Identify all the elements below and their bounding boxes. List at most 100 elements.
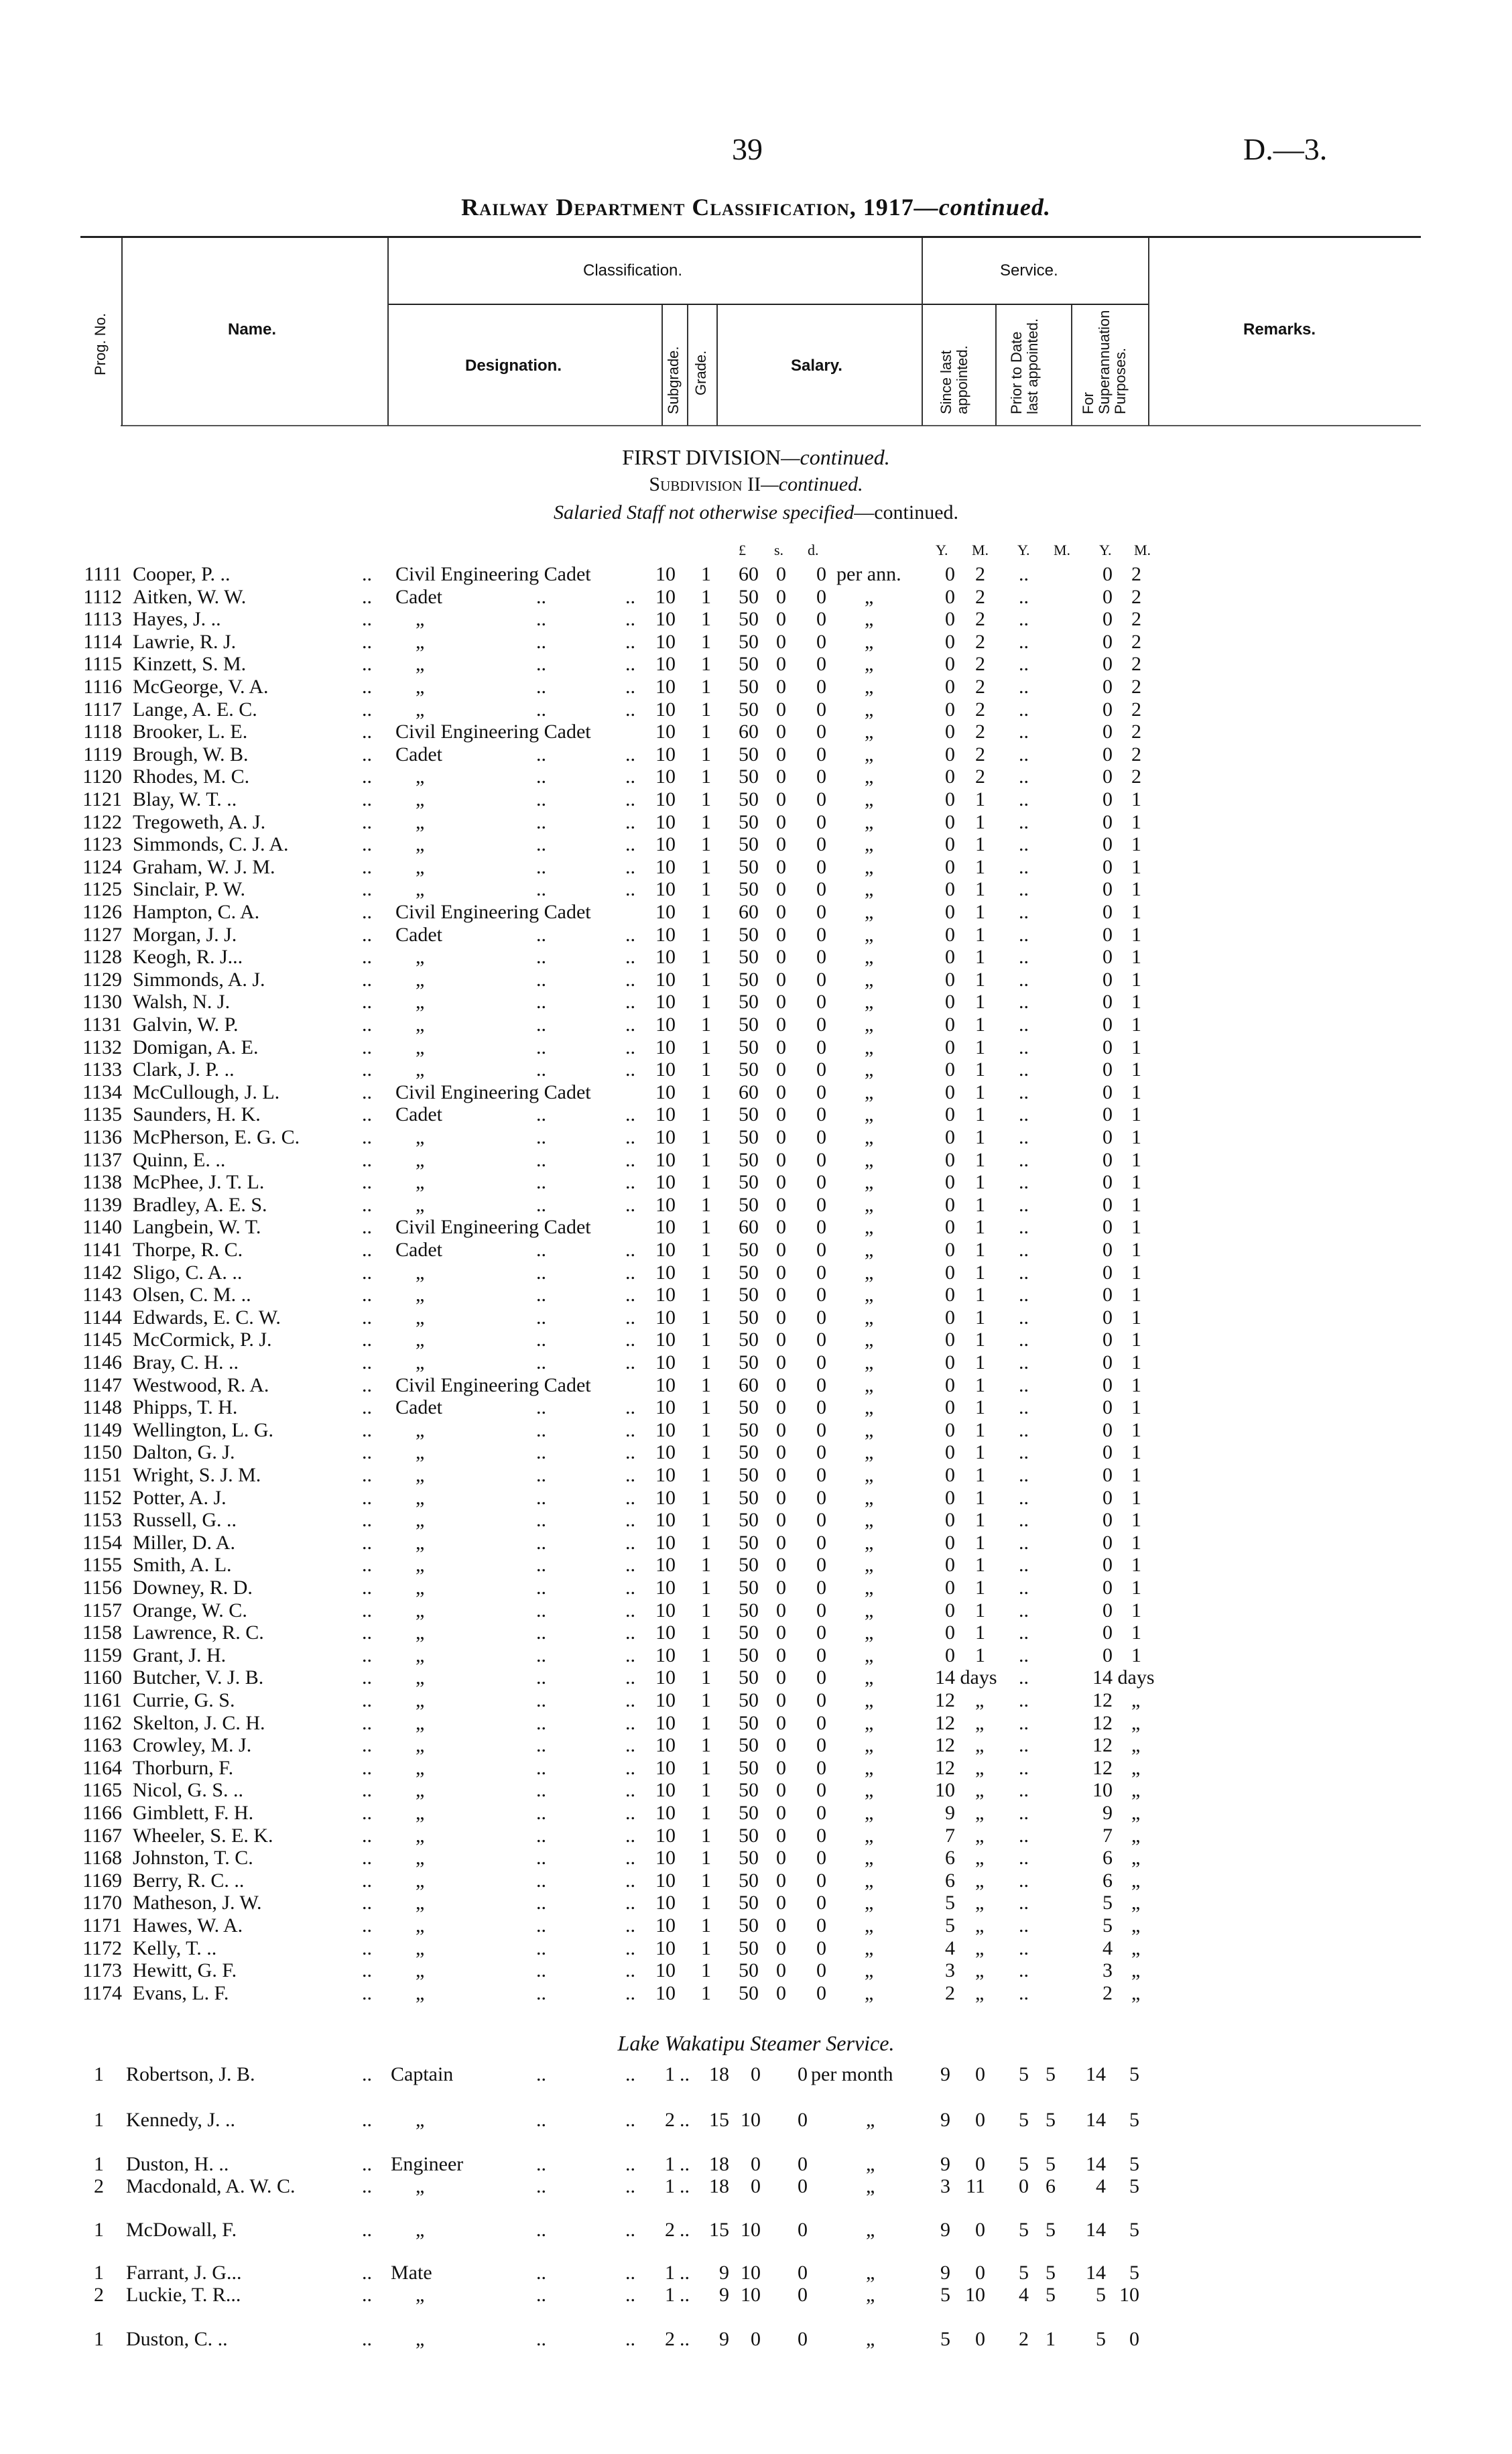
salary-shillings: 0 [776,855,786,878]
service-since-last-years: 9 [945,1802,955,1824]
service-superannuation-years: 12 [1092,1689,1113,1711]
service-since-last-months: 1 [975,855,985,878]
salary-pounds: 50 [739,833,759,856]
prior-service-empty: .. [1019,923,1029,946]
subgrade: 10 [655,1216,676,1239]
leader-dots: .. [362,788,372,810]
group-text: Salaried Staff not otherwise specified [553,501,855,524]
leader-dots: .. [536,1914,546,1937]
subgrade: 10 [655,1802,676,1824]
subgrade: 10 [655,1531,676,1554]
designation: „ [416,1599,425,1621]
name: McPherson, E. G. C. [133,1126,300,1148]
designation: Cadet [395,1396,442,1419]
subgrade: 10 [655,1171,676,1194]
salary-period: „ [865,1644,874,1666]
designation: „ [416,1644,425,1666]
since-months: 0 [975,2109,985,2131]
prog-no: 1144 [82,1306,122,1329]
service-since-last-years: 0 [945,1644,955,1666]
grade: 1 [701,630,711,653]
prog-no: 1 [94,2328,104,2350]
name: Kinzett, S. M. [133,653,247,676]
name: McCullough, J. L. [133,1081,280,1103]
leader-dots: .. [625,2109,635,2131]
leader-dots: .. [536,1148,546,1171]
prior-years: 5 [1019,2109,1029,2131]
salary-period: „ [865,1802,874,1824]
salary-pence: 0 [816,1193,826,1216]
name: Lawrie, R. J. [133,630,237,653]
table-row: 1137 Quinn, E. .... „.... 10 1 50 0 0 „ 0 1.. 0 1 [0,1149,1512,1172]
leader-dots: .. [536,1734,546,1757]
table-row: 1156 Downey, R. D... „.... 10 1 50 0 0 „ 0 1.. 0 1 [0,1577,1512,1599]
salary-shillings: 0 [776,923,786,946]
since-years: 9 [940,2109,950,2131]
service-superannuation-years: 0 [1102,1103,1113,1126]
leader-dots: .. [625,2175,635,2197]
service-since-last-years: 0 [945,1373,955,1396]
prior-service-empty: .. [1019,1441,1029,1464]
service-superannuation-years: 0 [1102,1081,1113,1103]
prior-service-empty: .. [1019,788,1029,810]
leader-dots: .. [362,1418,372,1441]
prior-service-empty: .. [1019,1014,1029,1036]
leader-dots: .. [536,765,546,788]
salary-pounds: 50 [739,1531,759,1554]
leader-dots: .. [625,1464,635,1486]
unit-years-3: Y. [1099,542,1112,558]
leader-dots: .. [362,1711,372,1734]
subgrade: 10 [655,923,676,946]
prog-no: 1127 [82,923,122,946]
salary-period: „ [865,743,874,765]
grade: 1 [701,923,711,946]
leader-dots: .. [680,2175,690,2197]
prog-no: 1120 [82,765,122,788]
since-months: 0 [975,2219,985,2241]
salary-pence: 0 [816,1486,826,1509]
leader-dots: .. [536,1959,546,1982]
salary-pence: 0 [816,1351,826,1373]
service-since-last-years: 5 [945,1892,955,1914]
leader-dots: .. [536,2219,546,2241]
subgrade: 10 [655,1284,676,1306]
subgrade: 10 [655,743,676,765]
salary-pence: 0 [816,1418,826,1441]
leader-dots: .. [536,1981,546,2004]
table-row: 1119 Brough, W. B... Cadet.... 10 1 50 0 0 „ 0 2..… [0,743,1512,766]
service-since-last-months: 1 [975,1351,985,1373]
table-row: 1157 Orange, W. C... „.... 10 1 50 0 0 „ 0 1.. 0 1 [0,1599,1512,1622]
service-superannuation-years: 2 [1102,1981,1113,2004]
subgrade: 10 [655,698,676,721]
salary-shillings: 0 [776,1509,786,1532]
service-superannuation-months: 1 [1131,810,1141,833]
leader-dots: .. [625,1509,635,1532]
leader-dots: .. [536,810,546,833]
service-since-last-years: 0 [945,653,955,676]
prog-no: 1125 [82,878,122,901]
salary-pounds: 50 [739,1306,759,1329]
leader-dots: .. [362,630,372,653]
salary-pence: 0 [816,1959,826,1982]
designation: „ [416,1847,425,1869]
leader-dots: .. [625,1058,635,1081]
table-row: 1159 Grant, J. H... „.... 10 1 50 0 0 „ 0 1.. 0 1 [0,1644,1512,1667]
salary-pence: 0 [816,1329,826,1351]
leader-dots: .. [625,2219,635,2241]
salary-shillings: 0 [776,1824,786,1847]
grade: 1 [701,1666,711,1689]
prog-no: 1 [94,2153,104,2175]
grade: 1 [701,1351,711,1373]
service-superannuation-years: 12 [1092,1734,1113,1757]
service-superannuation-months: 1 [1131,946,1141,969]
subgrade: 10 [655,1509,676,1532]
leader-dots: .. [680,2219,690,2241]
service-superannuation-years: 0 [1102,1171,1113,1194]
subdivision-heading: Subdivision II—continued. [0,473,1512,496]
salary-pence: 0 [798,2328,808,2350]
designation: „ [416,698,425,721]
table-row: 1116 McGeorge, V. A... „.... 10 1 50 0 0 „ 0 2.. 0 2 [0,676,1512,698]
designation: „ [416,1779,425,1802]
salary-shillings: 0 [776,1171,786,1194]
leader-dots: .. [536,1464,546,1486]
